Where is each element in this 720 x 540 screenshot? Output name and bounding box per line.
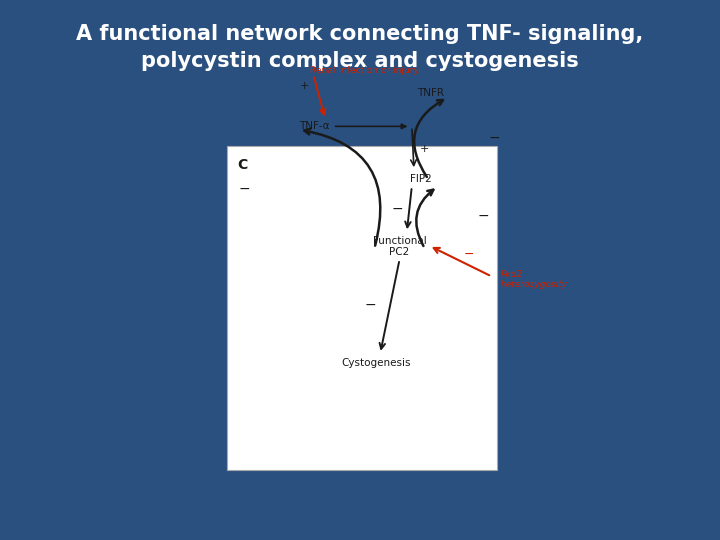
Text: TNF-α: TNF-α — [300, 122, 330, 131]
Text: −: − — [239, 182, 251, 196]
Text: PC2: PC2 — [390, 247, 410, 257]
Text: TNFR: TNFR — [417, 88, 444, 98]
Text: −: − — [365, 298, 377, 312]
Text: FIP2: FIP2 — [410, 174, 431, 184]
Text: −: − — [488, 131, 500, 145]
FancyBboxPatch shape — [227, 146, 497, 470]
Text: +: + — [300, 82, 310, 91]
Text: −: − — [464, 248, 474, 261]
Text: Renal infection or injury: Renal infection or injury — [310, 66, 418, 75]
Text: C: C — [237, 158, 247, 172]
Text: A functional network connecting TNF- signaling,
polycystin complex and cystogene: A functional network connecting TNF- sig… — [76, 24, 644, 71]
Text: −: − — [478, 209, 490, 223]
Text: −: − — [392, 201, 403, 215]
Text: +: + — [420, 144, 430, 153]
Text: heterozygosity: heterozygosity — [500, 280, 567, 288]
Text: Cystogenesis: Cystogenesis — [342, 358, 411, 368]
Text: Functional: Functional — [373, 237, 426, 246]
Text: Pkd2: Pkd2 — [500, 270, 523, 279]
